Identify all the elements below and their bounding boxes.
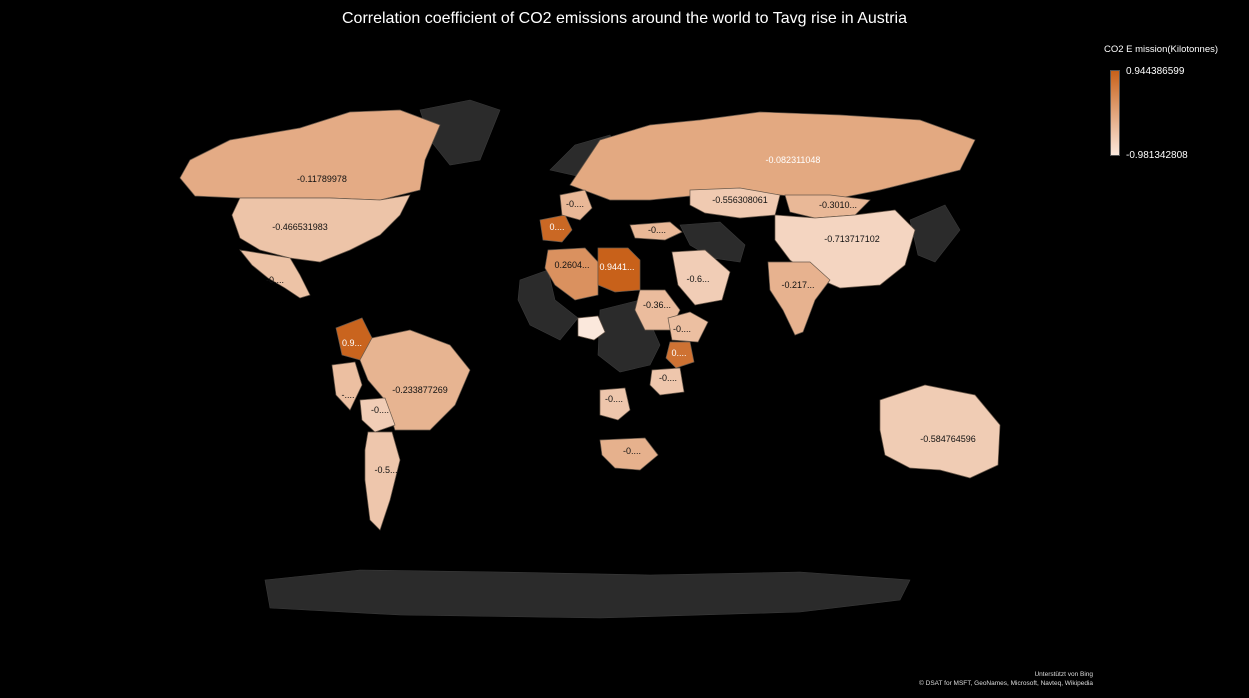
region-label-china: -0.713717102 [824, 234, 880, 244]
region-label-bolivia: -0.... [371, 405, 389, 415]
region-label-kenya: 0.... [671, 348, 686, 358]
region-label-sudan: -0.36... [643, 300, 671, 310]
region-australia[interactable] [879, 384, 1001, 479]
region-label-france: -0.... [566, 199, 584, 209]
region-peru[interactable] [331, 361, 363, 411]
region-label-mongolia: -0.3010... [819, 200, 857, 210]
region-label-south-africa: -0.... [623, 446, 641, 456]
region-label-algeria: 0.2604... [554, 260, 589, 270]
legend-min-label: -0.981342808 [1126, 150, 1188, 161]
region-ethiopia[interactable] [667, 311, 709, 343]
region-label-argentina: -0.5... [374, 465, 397, 475]
region-south-africa[interactable] [599, 437, 659, 471]
region-canada[interactable] [179, 109, 441, 201]
region-mexico[interactable] [239, 249, 311, 299]
region-label-saudi-arabia: -0.6... [686, 274, 709, 284]
region-label-usa: -0.466531983 [272, 222, 328, 232]
legend-max-label: 0.944386599 [1126, 66, 1185, 77]
region-tanzania[interactable] [649, 367, 685, 396]
region-kazakhstan[interactable] [689, 187, 781, 219]
region-kenya[interactable] [665, 341, 695, 369]
region-algeria[interactable] [544, 247, 599, 301]
region-label-tanzania: -0.... [659, 373, 677, 383]
region-argentina[interactable] [364, 431, 401, 531]
credit-line-2: © DSAT for MSFT, GeoNames, Microsoft, Na… [919, 680, 1093, 687]
region-label-india: -0.217... [781, 280, 814, 290]
region-label-turkey: -0.... [648, 225, 666, 235]
region-usa[interactable] [231, 194, 411, 263]
region-label-russia: -0.082311048 [766, 155, 821, 165]
region-label-kazakhstan: -0.556308061 [712, 195, 768, 205]
no-data-land-4 [264, 569, 911, 619]
region-bolivia[interactable] [359, 397, 396, 433]
region-label-australia: -0.584764596 [920, 434, 976, 444]
region-france[interactable] [559, 189, 593, 221]
color-legend: CO2 E mission(Kilotonnes) 0.944386599 -0… [1104, 44, 1244, 164]
region-angola[interactable] [599, 387, 631, 421]
no-data-land-3 [679, 221, 746, 263]
region-label-brazil: -0.233877269 [392, 385, 448, 395]
region-label-angola: -0.... [605, 394, 623, 404]
credit-line-1: Unterstützt von Bing [1034, 671, 1093, 678]
region-label-ethiopia: -0.... [673, 324, 691, 334]
no-data-land-5 [909, 204, 961, 263]
map-credit: Unterstützt von Bing © DSAT for MSFT, Ge… [919, 670, 1093, 688]
region-label-canada: -0.11789978 [297, 174, 347, 184]
region-label-mexico: -0.... [266, 275, 284, 285]
region-turkey[interactable] [629, 221, 683, 241]
legend-gradient-bar [1110, 70, 1120, 156]
map-title: Correlation coefficient of CO2 emissions… [341, 10, 908, 27]
legend-title: CO2 E mission(Kilotonnes) [1104, 44, 1219, 55]
region-label-colombia: 0.9... [342, 338, 362, 348]
region-label-spain: 0.... [549, 222, 564, 232]
region-label-peru: -.... [342, 390, 355, 400]
region-saudi-arabia[interactable] [671, 249, 731, 306]
region-label-libya: 0.9441... [599, 262, 634, 272]
region-spain[interactable] [539, 214, 573, 243]
region-nigeria[interactable] [577, 315, 606, 341]
region-india[interactable] [767, 261, 831, 336]
